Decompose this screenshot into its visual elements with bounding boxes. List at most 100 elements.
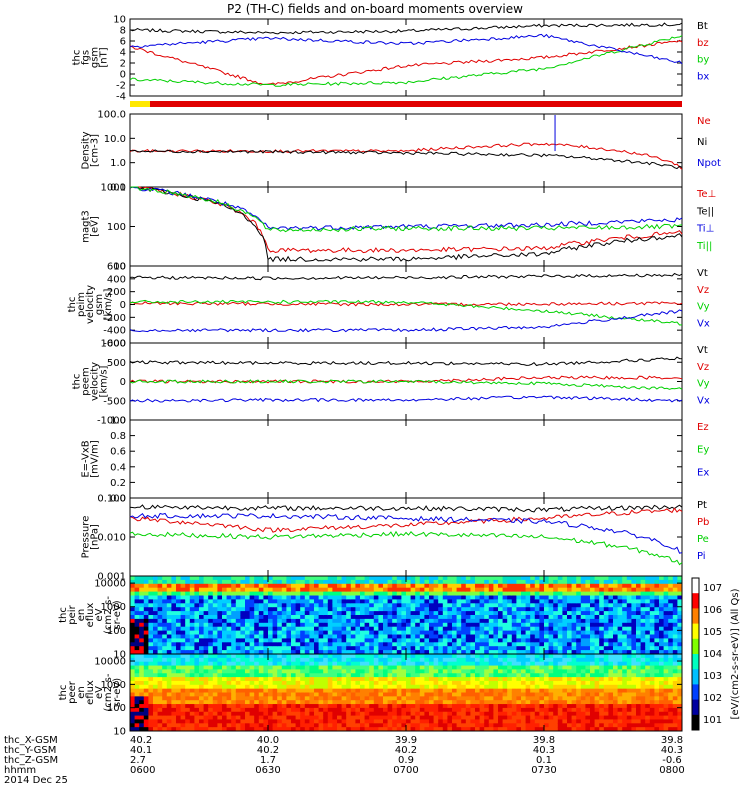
spectrogram-cell xyxy=(157,587,163,593)
spectrogram-cell xyxy=(245,638,251,643)
spectrogram-cell xyxy=(571,723,577,728)
spectrogram-cell xyxy=(383,680,389,686)
spectrogram-cell xyxy=(134,723,140,728)
spectrogram-cell xyxy=(415,576,421,581)
spectrogram-cell xyxy=(199,638,205,643)
spectrogram-cell xyxy=(139,688,145,693)
spectrogram-cell xyxy=(493,700,499,705)
spectrogram-cell xyxy=(185,715,191,720)
spectrogram-cell xyxy=(410,654,416,659)
spectrogram-cell xyxy=(286,654,292,659)
spectrogram-cell xyxy=(286,684,292,690)
spectrogram-cell xyxy=(180,654,186,659)
spectrogram-cell xyxy=(245,711,251,717)
spectrogram-cell xyxy=(350,591,356,596)
spectrogram-cell xyxy=(240,576,246,581)
spectrogram-cell xyxy=(203,657,209,663)
spectrogram-cell xyxy=(203,723,209,728)
spectrogram-cell xyxy=(645,704,651,709)
spectrogram-cell xyxy=(235,595,241,600)
spectrogram-cell xyxy=(470,696,476,701)
spectrogram-cell xyxy=(406,684,412,690)
spectrogram-cell xyxy=(475,700,481,705)
spectrogram-cell xyxy=(406,591,412,596)
spectrogram-cell xyxy=(516,688,522,693)
spectrogram-cell xyxy=(277,723,283,728)
y-label-line: eV xyxy=(94,608,105,621)
spectrogram-cell xyxy=(304,591,310,596)
spectrogram-cell xyxy=(314,630,320,635)
spectrogram-cell xyxy=(350,680,356,686)
spectrogram-cell xyxy=(157,607,163,612)
spectrogram-cell xyxy=(350,579,356,585)
spectrogram-cell xyxy=(373,626,379,632)
spectrogram-cell xyxy=(291,579,297,585)
spectrogram-cell xyxy=(222,657,228,663)
spectrogram-cell xyxy=(332,611,338,616)
spectrogram-cell xyxy=(562,611,568,616)
spectrogram-cell xyxy=(465,626,471,632)
spectrogram-cell xyxy=(484,626,490,632)
spectrogram-cell xyxy=(208,579,214,585)
y-tick-label: 0.6 xyxy=(110,447,126,458)
spectrogram-cell xyxy=(171,650,177,655)
spectrogram-cell xyxy=(484,719,490,724)
spectrogram-cell xyxy=(429,704,435,709)
spectrogram-cell xyxy=(387,630,393,635)
spectrogram-cell xyxy=(327,704,333,709)
spectrogram-cell xyxy=(534,661,540,667)
spectrogram-cell xyxy=(608,711,614,717)
spectrogram-cell xyxy=(309,595,315,600)
spectrogram-cell xyxy=(438,599,444,604)
spectrogram-cell xyxy=(603,677,609,682)
spectrogram-cell xyxy=(268,595,274,600)
spectrogram-cell xyxy=(562,696,568,701)
spectrogram-cell xyxy=(346,611,352,616)
spectrogram-cell xyxy=(226,622,232,628)
spectrogram-cell xyxy=(553,638,559,643)
spectrogram-cell xyxy=(162,579,168,585)
spectrogram-cell xyxy=(631,665,637,670)
spectrogram-cell xyxy=(139,723,145,728)
spectrogram-cell xyxy=(277,661,283,667)
spectrogram-cell xyxy=(314,638,320,643)
spectrogram-cell xyxy=(157,680,163,686)
spectrogram-cell xyxy=(553,719,559,724)
spectrogram-cell xyxy=(318,684,324,690)
spectrogram-cell xyxy=(511,587,517,593)
spectrogram-cell xyxy=(599,583,605,589)
spectrogram-cell xyxy=(240,654,246,659)
spectrogram-cell xyxy=(249,680,255,686)
spectrogram-cell xyxy=(157,692,163,697)
spectrogram-cell xyxy=(539,711,545,717)
spectrogram-cell xyxy=(419,665,425,670)
spectrogram-cell xyxy=(249,603,255,608)
spectrogram-cell xyxy=(594,607,600,612)
spectrogram-cell xyxy=(603,587,609,593)
spectrogram-cell xyxy=(613,673,619,678)
spectrogram-cell xyxy=(470,707,476,713)
spectrogram-cell xyxy=(166,684,172,690)
spectrogram-cell xyxy=(194,591,200,596)
spectrogram-cell xyxy=(613,711,619,717)
spectrogram-cell xyxy=(148,622,154,628)
spectrogram-cell xyxy=(438,576,444,581)
spectrogram-cell xyxy=(231,704,237,709)
spectrogram-cell xyxy=(419,611,425,616)
spectrogram-cell xyxy=(263,680,269,686)
spectrogram-cell xyxy=(493,634,499,639)
spectrogram-cell xyxy=(654,576,660,581)
spectrogram-cell xyxy=(594,583,600,589)
spectrogram-cell xyxy=(576,707,582,713)
spectrogram-cell xyxy=(433,665,439,670)
spectrogram-cell xyxy=(410,669,416,674)
spectrogram-cell xyxy=(240,618,246,624)
spectrogram-cell xyxy=(502,700,508,705)
spectrogram-cell xyxy=(475,642,481,647)
spectrogram-cell xyxy=(373,723,379,728)
spectrogram-cell xyxy=(249,618,255,624)
spectrogram-cell xyxy=(613,704,619,709)
spectrogram-cell xyxy=(401,634,407,639)
spectrogram-cell xyxy=(493,595,499,600)
spectrogram-cell xyxy=(488,727,494,732)
